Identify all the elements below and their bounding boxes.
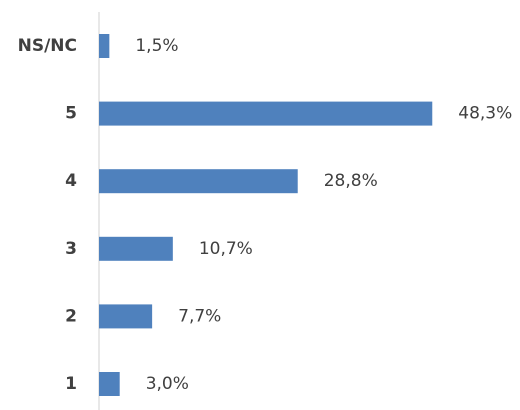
category-label: 3 <box>65 239 77 259</box>
bar <box>99 169 298 194</box>
bar <box>99 236 173 261</box>
category-label: 5 <box>65 104 77 124</box>
value-label: 48,3% <box>458 104 512 124</box>
bar <box>99 101 433 126</box>
bar <box>99 372 120 396</box>
value-label: 28,8% <box>324 171 378 191</box>
value-label: 10,7% <box>199 239 253 259</box>
value-label: 1,5% <box>135 36 178 56</box>
bar <box>99 304 153 329</box>
category-label: 1 <box>65 374 77 394</box>
category-label: 4 <box>65 171 77 191</box>
bar <box>99 34 110 58</box>
category-label: 2 <box>65 306 77 326</box>
value-label: 3,0% <box>146 374 189 394</box>
value-label: 7,7% <box>178 306 221 326</box>
category-label: NS/NC <box>18 36 77 56</box>
